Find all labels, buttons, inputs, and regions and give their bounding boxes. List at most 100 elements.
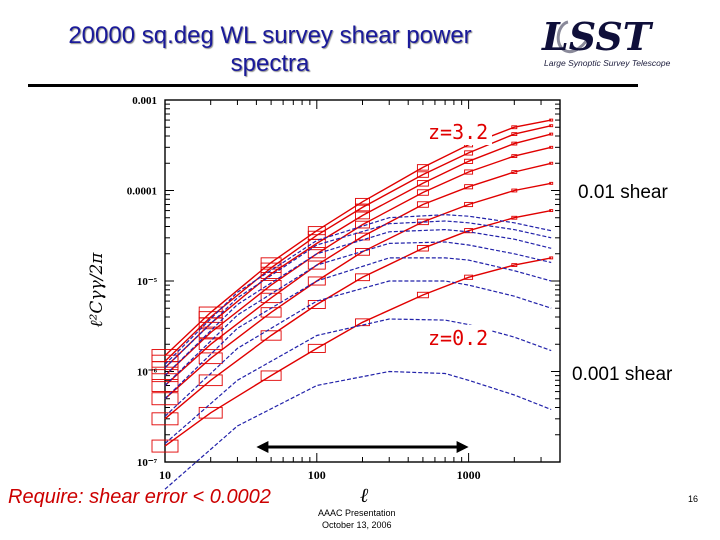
- annotation-shear-high: 0.01 shear: [578, 182, 668, 203]
- error-box: [549, 181, 554, 185]
- error-box: [307, 249, 326, 259]
- annotation-background: [424, 325, 492, 351]
- signal-curve: [164, 182, 552, 400]
- error-box: [464, 274, 474, 280]
- error-box: [355, 203, 370, 212]
- error-box: [307, 238, 326, 248]
- y-tick-label: 0.001: [132, 95, 157, 107]
- error-box: [198, 311, 223, 323]
- error-box: [416, 180, 429, 187]
- error-box: [511, 125, 518, 130]
- error-box: [355, 220, 370, 229]
- logo-wordmark: LSST: [541, 14, 654, 59]
- y-tick-label: 0.0001: [127, 186, 157, 198]
- error-box: [511, 263, 518, 267]
- requirement-text: Require: shear error < 0.0002: [8, 486, 271, 508]
- error-box: [464, 150, 474, 156]
- error-box: [464, 201, 474, 208]
- signal-curve: [164, 125, 552, 362]
- error-box: [151, 412, 179, 426]
- error-box: [416, 291, 429, 299]
- error-box: [151, 369, 179, 383]
- error-box: [260, 370, 282, 381]
- error-box: [198, 352, 223, 365]
- error-box: [307, 299, 326, 309]
- logo-subtitle: Large Synoptic Survey Telescope: [544, 58, 671, 68]
- annotation-shear-low: 0.001 shear: [572, 364, 673, 385]
- error-box: [549, 161, 554, 165]
- x-axis-label: ℓ: [360, 483, 369, 507]
- slide-number: 16: [688, 494, 699, 504]
- x-tick-label: 100: [308, 468, 326, 482]
- error-box: [198, 374, 223, 387]
- error-box: [416, 164, 429, 171]
- error-box: [307, 343, 326, 353]
- x-tick-label: 1000: [457, 468, 481, 482]
- shear-noise-curve: [164, 220, 552, 369]
- error-box: [549, 132, 554, 136]
- error-box: [355, 211, 370, 220]
- signal-curve: [164, 146, 552, 377]
- footer-date: October 13, 2006: [321, 520, 392, 530]
- error-box: [416, 245, 429, 252]
- y-tick-label: 10⁻⁵: [137, 276, 158, 288]
- lsst-logo: LSST Large Synoptic Survey Telescope: [538, 14, 706, 68]
- annotation-background: [574, 178, 704, 204]
- ell-range-arrow-left-head: [256, 441, 269, 453]
- shear-noise-curve: [164, 318, 552, 444]
- signal-curve: [164, 119, 552, 357]
- footer: AAAC Presentation October 13, 2006: [318, 507, 396, 531]
- footer-presentation: AAAC Presentation: [318, 508, 396, 518]
- error-box: [416, 218, 429, 226]
- error-box: [549, 124, 554, 128]
- slide-title: 20000 sq.deg WL survey shear power spect…: [68, 22, 472, 77]
- error-box: [151, 392, 179, 406]
- annotation-z-low: z=0.2: [428, 326, 488, 350]
- error-box: [511, 170, 518, 174]
- error-box: [416, 189, 429, 196]
- y-tick-label: 10⁻⁷: [137, 457, 158, 469]
- shear-noise-curve: [164, 228, 552, 377]
- y-tick-label: 10⁻⁶: [137, 367, 158, 379]
- error-box: [464, 169, 474, 175]
- error-box: [260, 279, 282, 291]
- error-box: [416, 171, 429, 178]
- error-box: [549, 118, 554, 122]
- ell-range-arrow-right-head: [456, 441, 469, 453]
- shear-noise-curve: [164, 370, 552, 490]
- title-divider: [28, 84, 638, 87]
- error-box: [198, 406, 223, 419]
- error-box: [151, 361, 179, 375]
- shear-noise-curve: [164, 214, 552, 365]
- shear-noise-curve: [164, 241, 552, 386]
- error-box: [416, 201, 429, 208]
- annotation-background: [424, 119, 492, 145]
- error-box: [307, 260, 326, 270]
- error-box: [464, 184, 474, 190]
- error-box: [464, 158, 474, 164]
- shear-noise-curve: [164, 280, 552, 417]
- error-box: [355, 247, 370, 256]
- x-tick-label: 10: [159, 468, 171, 482]
- y-axis-label: ℓ²Cγγ/2π: [87, 252, 107, 328]
- error-box: [511, 188, 518, 193]
- error-box: [355, 197, 370, 206]
- error-box: [511, 132, 518, 136]
- error-box: [549, 209, 554, 213]
- shear-noise-curve: [164, 257, 552, 400]
- galaxy-swirl-icon: [556, 20, 592, 53]
- error-box: [549, 145, 554, 149]
- error-box: [511, 154, 518, 158]
- annotation-z-high: z=3.2: [428, 120, 488, 144]
- signal-curve: [164, 162, 552, 387]
- error-box: [511, 141, 518, 146]
- error-box: [511, 215, 518, 220]
- error-box: [260, 268, 282, 279]
- annotation-background: [568, 360, 698, 386]
- error-box: [198, 326, 223, 339]
- error-box: [198, 338, 223, 351]
- error-box: [260, 330, 282, 341]
- error-box: [549, 256, 554, 260]
- error-box: [151, 439, 179, 453]
